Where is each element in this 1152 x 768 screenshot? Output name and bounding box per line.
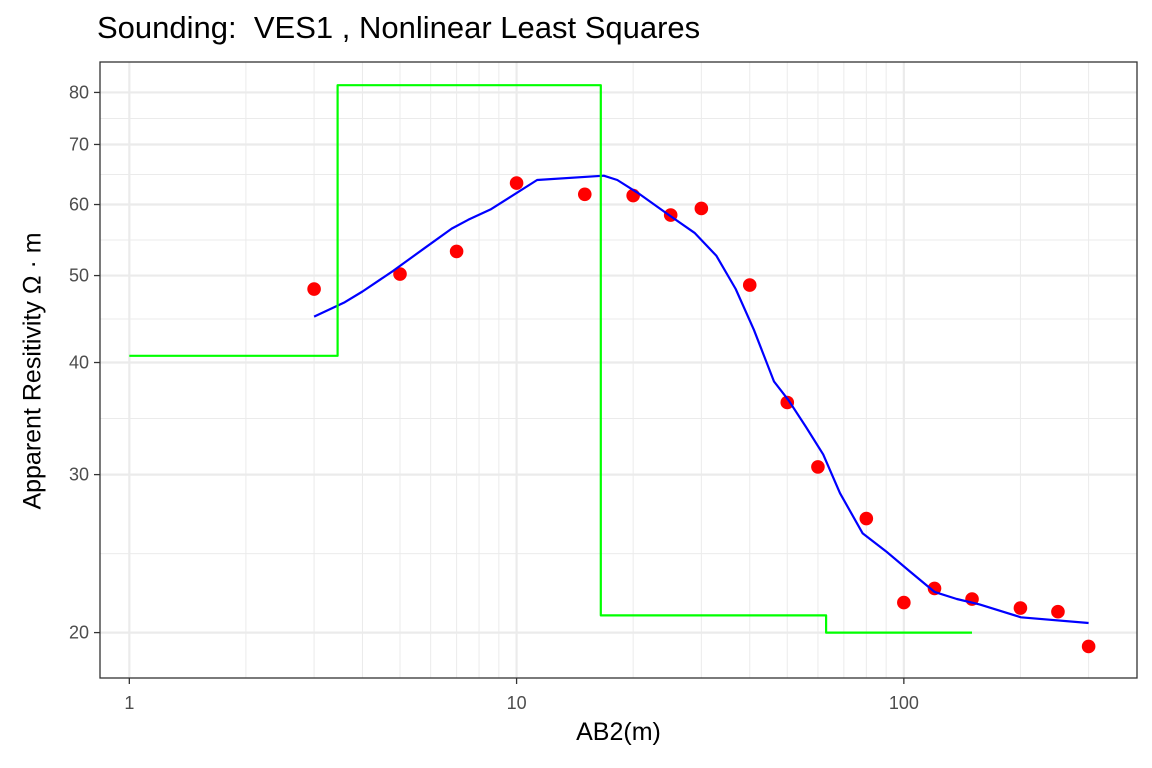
data-point bbox=[811, 460, 825, 474]
plot-panel-border bbox=[99, 61, 1138, 679]
series-layer bbox=[129, 84, 1096, 654]
fitted-curve-line bbox=[313, 174, 1089, 625]
data-point bbox=[307, 282, 321, 296]
layer-model-line bbox=[129, 84, 972, 634]
data-point bbox=[1081, 639, 1096, 654]
data-point bbox=[509, 176, 524, 190]
data-point bbox=[694, 201, 709, 216]
major-grid bbox=[100, 62, 1137, 678]
data-point bbox=[742, 278, 757, 292]
data-point bbox=[859, 511, 874, 526]
chart-title: Sounding: VES1 , Nonlinear Least Squares bbox=[97, 10, 701, 45]
y-tick-label: 30 bbox=[69, 465, 89, 485]
y-axis-label: Apparent Resitivity Ω · m bbox=[18, 232, 47, 510]
x-tick-label: 1 bbox=[124, 693, 134, 713]
data-point bbox=[393, 267, 407, 281]
y-tick-label: 70 bbox=[69, 134, 89, 154]
data-point bbox=[1051, 604, 1065, 619]
data-point bbox=[449, 244, 464, 259]
data-point bbox=[780, 395, 795, 410]
y-tick-label: 20 bbox=[69, 623, 89, 643]
x-tick-label: 100 bbox=[889, 693, 919, 713]
minor-grid bbox=[100, 62, 1138, 678]
x-tick-label: 10 bbox=[507, 693, 527, 713]
y-tick-label: 80 bbox=[69, 82, 89, 102]
data-point bbox=[1013, 601, 1028, 615]
y-tick-label: 60 bbox=[69, 195, 89, 215]
data-point bbox=[577, 187, 592, 202]
y-tick-label: 50 bbox=[69, 266, 89, 286]
y-tick-label: 40 bbox=[69, 353, 89, 373]
data-point bbox=[897, 595, 911, 610]
axis-ticks: 1 10 100 20 30 40 50 60 70 80 bbox=[69, 82, 919, 713]
x-axis-label: AB2(m) bbox=[576, 718, 661, 746]
